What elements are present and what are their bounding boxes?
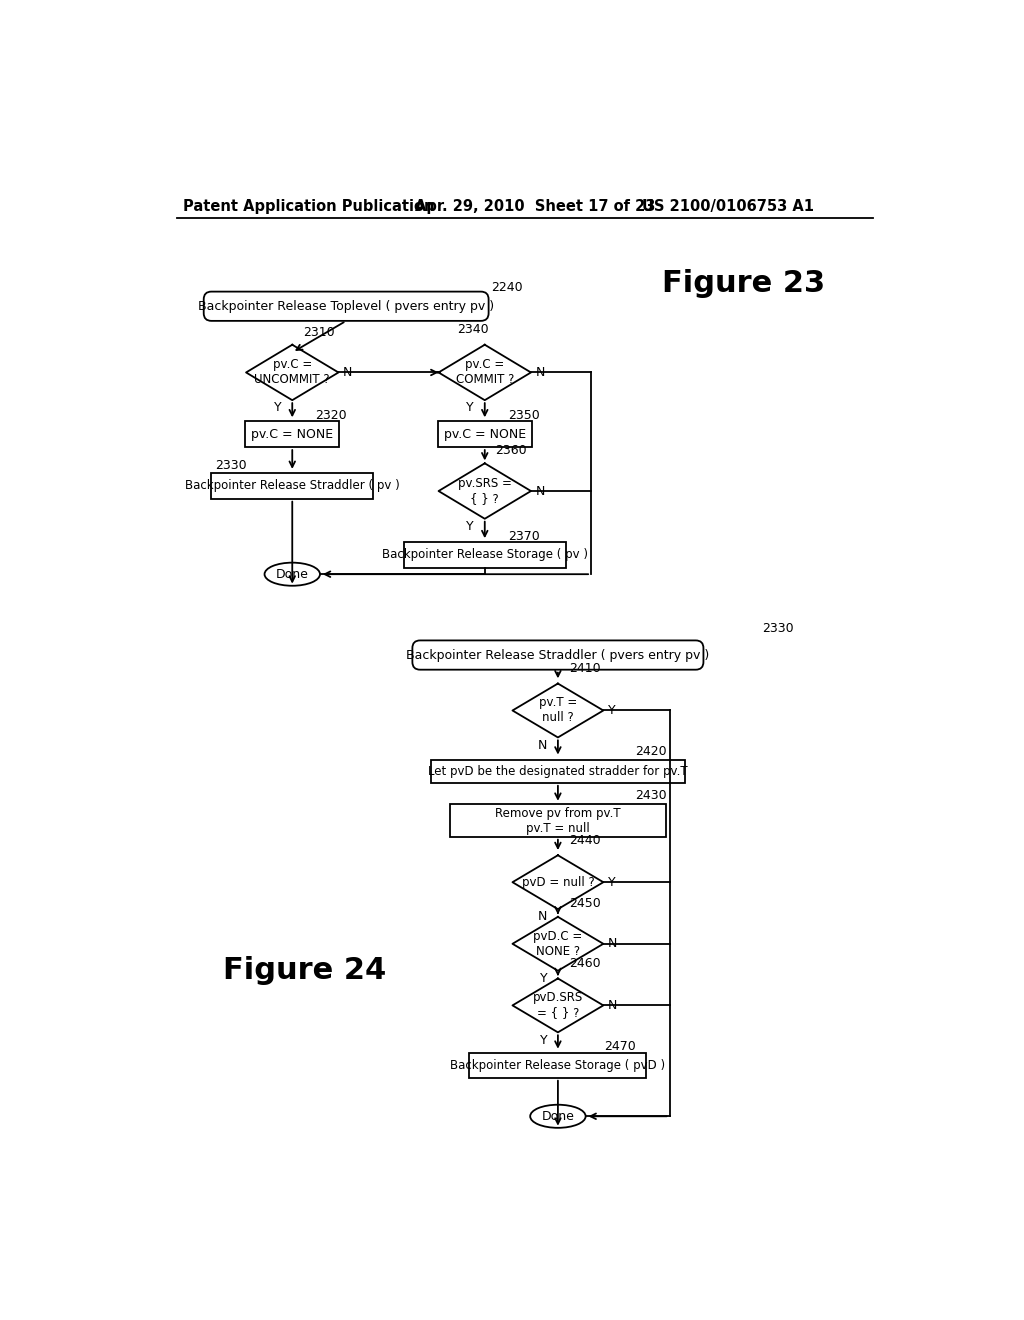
Text: 2450: 2450 xyxy=(568,898,600,911)
Text: Done: Done xyxy=(275,568,308,581)
Text: N: N xyxy=(343,366,352,379)
Text: N: N xyxy=(536,484,545,498)
Bar xyxy=(211,473,373,499)
Text: pv.C =
UNCOMMIT ?: pv.C = UNCOMMIT ? xyxy=(254,359,330,387)
Bar xyxy=(431,760,685,783)
Text: Figure 24: Figure 24 xyxy=(223,956,386,985)
Text: 2330: 2330 xyxy=(762,622,794,635)
Bar xyxy=(438,421,531,447)
Text: 2420: 2420 xyxy=(635,744,667,758)
Text: 2460: 2460 xyxy=(568,957,600,970)
Text: pv.C =
COMMIT ?: pv.C = COMMIT ? xyxy=(456,359,514,387)
Text: 2410: 2410 xyxy=(568,661,600,675)
Text: 2350: 2350 xyxy=(508,409,540,422)
Text: 2440: 2440 xyxy=(568,834,600,847)
Text: pv.T =
null ?: pv.T = null ? xyxy=(539,697,578,725)
Text: Backpointer Release Storage ( pvD ): Backpointer Release Storage ( pvD ) xyxy=(451,1059,666,1072)
Text: Apr. 29, 2010  Sheet 17 of 23: Apr. 29, 2010 Sheet 17 of 23 xyxy=(416,198,655,214)
Text: 2340: 2340 xyxy=(457,323,488,335)
Text: Let pvD be the designated stradder for pv.T: Let pvD be the designated stradder for p… xyxy=(428,764,688,777)
Text: Backpointer Release Straddler ( pvers entry pv ): Backpointer Release Straddler ( pvers en… xyxy=(407,648,710,661)
Text: pv.SRS =
{ } ?: pv.SRS = { } ? xyxy=(458,477,512,506)
Text: 2430: 2430 xyxy=(635,789,667,803)
Text: pvD.C =
NONE ?: pvD.C = NONE ? xyxy=(534,929,583,958)
Text: N: N xyxy=(538,911,547,924)
Text: Backpointer Release Toplevel ( pvers entry pv ): Backpointer Release Toplevel ( pvers ent… xyxy=(198,300,495,313)
Text: Y: Y xyxy=(608,704,615,717)
Text: pvD.SRS
= { } ?: pvD.SRS = { } ? xyxy=(532,991,583,1019)
Text: 2330: 2330 xyxy=(215,459,247,473)
Text: N: N xyxy=(538,739,547,751)
Ellipse shape xyxy=(530,1105,586,1127)
Text: 2360: 2360 xyxy=(496,445,527,458)
Text: N: N xyxy=(536,366,545,379)
Text: Y: Y xyxy=(540,972,547,985)
Text: pvD = null ?: pvD = null ? xyxy=(521,875,594,888)
Text: Backpointer Release Straddler ( pv ): Backpointer Release Straddler ( pv ) xyxy=(185,479,399,492)
FancyBboxPatch shape xyxy=(204,292,488,321)
Bar xyxy=(451,804,666,837)
Text: pv.C = NONE: pv.C = NONE xyxy=(443,428,525,441)
Text: Done: Done xyxy=(542,1110,574,1123)
Text: 2470: 2470 xyxy=(604,1040,636,1053)
Bar xyxy=(469,1053,646,1077)
Ellipse shape xyxy=(264,562,319,586)
Text: Y: Y xyxy=(608,875,615,888)
Text: Y: Y xyxy=(273,401,282,414)
Text: Backpointer Release Storage ( pv ): Backpointer Release Storage ( pv ) xyxy=(382,548,588,561)
Text: Remove pv from pv.T
pv.T = null: Remove pv from pv.T pv.T = null xyxy=(495,807,621,834)
Text: Y: Y xyxy=(466,520,474,533)
Bar xyxy=(246,421,339,447)
Text: Y: Y xyxy=(466,401,474,414)
FancyBboxPatch shape xyxy=(413,640,703,669)
Text: 2320: 2320 xyxy=(315,409,347,422)
Text: 2240: 2240 xyxy=(490,281,522,294)
Text: Patent Application Publication: Patent Application Publication xyxy=(183,198,434,214)
Bar xyxy=(403,543,565,568)
Text: N: N xyxy=(608,999,617,1012)
Text: US 2100/0106753 A1: US 2100/0106753 A1 xyxy=(642,198,814,214)
Text: 2310: 2310 xyxy=(303,326,335,339)
Text: Figure 23: Figure 23 xyxy=(662,269,825,297)
Text: N: N xyxy=(608,937,617,950)
Text: pv.C = NONE: pv.C = NONE xyxy=(251,428,334,441)
Text: 2370: 2370 xyxy=(508,529,540,543)
Text: Y: Y xyxy=(540,1034,547,1047)
